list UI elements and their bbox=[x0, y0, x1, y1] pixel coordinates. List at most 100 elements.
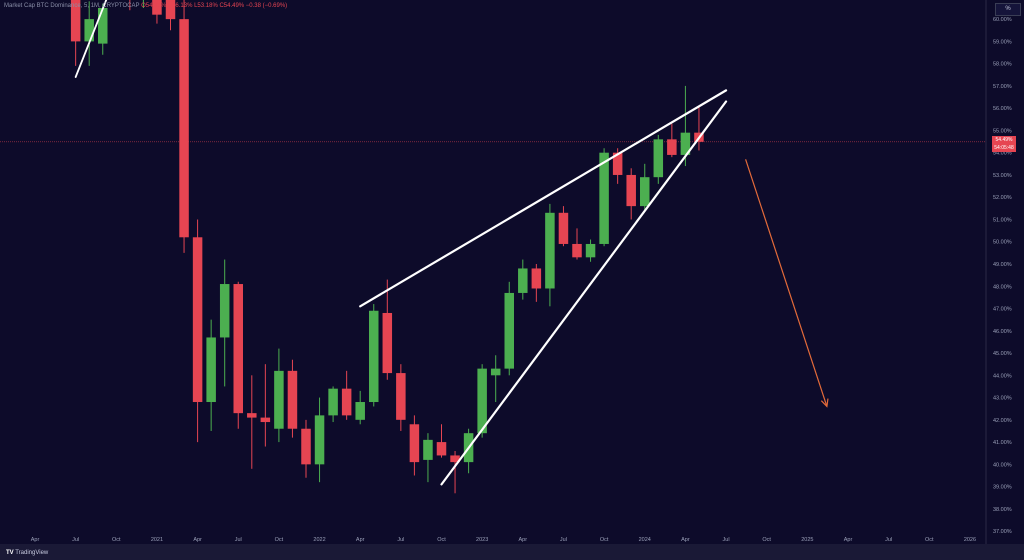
candle-body bbox=[585, 243, 596, 258]
candle-body bbox=[192, 237, 203, 403]
time-tick-label: 2023 bbox=[476, 537, 488, 543]
candle bbox=[206, 319, 216, 431]
candle bbox=[490, 355, 501, 403]
price-tick-label: 58.00% bbox=[993, 62, 1012, 68]
price-tick-label: 54.00% bbox=[993, 151, 1012, 157]
candle bbox=[450, 450, 460, 494]
candle-body bbox=[247, 413, 257, 418]
candle bbox=[165, 0, 176, 31]
candle-body bbox=[450, 455, 460, 463]
last-price-countdown: 54:05:48 bbox=[994, 145, 1014, 151]
candle-body bbox=[572, 243, 582, 258]
candle bbox=[409, 415, 420, 476]
price-tick-label: 52.00% bbox=[993, 195, 1012, 201]
time-tick-label: Oct bbox=[925, 537, 934, 543]
candle bbox=[477, 364, 487, 438]
candle-body bbox=[531, 268, 542, 289]
candle bbox=[680, 85, 691, 167]
candle bbox=[585, 239, 596, 262]
candle-body bbox=[314, 415, 325, 465]
candle bbox=[558, 206, 569, 247]
time-tick-label: Oct bbox=[762, 537, 771, 543]
candle bbox=[504, 281, 514, 376]
candle bbox=[531, 264, 542, 302]
candle bbox=[572, 228, 582, 260]
time-axis-bar bbox=[0, 544, 1024, 560]
candle bbox=[328, 386, 338, 423]
price-tick-label: 39.00% bbox=[993, 485, 1012, 491]
candle bbox=[152, 0, 162, 24]
candle-body bbox=[409, 424, 420, 463]
candle bbox=[436, 424, 447, 458]
time-tick-label: Apr bbox=[681, 537, 690, 543]
candle bbox=[518, 259, 528, 300]
candle bbox=[626, 168, 636, 220]
candle bbox=[98, 3, 108, 55]
time-tick-label: Jul bbox=[560, 537, 567, 543]
projection-arrow-head bbox=[820, 398, 829, 408]
time-tick-label: 2026 bbox=[964, 537, 976, 543]
candle-body bbox=[341, 388, 352, 416]
time-tick-label: Apr bbox=[519, 537, 528, 543]
candle-body bbox=[165, 0, 176, 20]
candle bbox=[192, 219, 203, 443]
candle-body bbox=[382, 312, 393, 374]
candle-body bbox=[504, 292, 514, 369]
candle-body bbox=[98, 8, 108, 44]
tradingview-logo[interactable]: TV TradingView bbox=[6, 550, 49, 556]
time-tick-label: Apr bbox=[193, 537, 202, 543]
ohlc-values: O54.87% H56.13% L53.18% C54.49% −0.38 (−… bbox=[141, 3, 288, 9]
candle-body bbox=[219, 284, 230, 338]
price-tick-label: 40.00% bbox=[993, 462, 1012, 468]
price-tick-label: 56.00% bbox=[993, 106, 1012, 112]
candle bbox=[653, 134, 664, 184]
candle-body bbox=[626, 174, 636, 207]
candle-body bbox=[545, 212, 555, 289]
price-tick-label: 51.00% bbox=[993, 217, 1012, 223]
price-tick-label: 50.00% bbox=[993, 240, 1012, 246]
price-axis-panel bbox=[986, 0, 1024, 544]
time-tick-label: Apr bbox=[31, 537, 40, 543]
candle bbox=[274, 348, 284, 443]
time-tick-label: Oct bbox=[275, 537, 284, 543]
symbol-label: Market Cap BTC Dominance, 5, 1M, CRYPTOC… bbox=[4, 3, 140, 9]
chart-header: Market Cap BTC Dominance, 5, 1M, CRYPTOC… bbox=[4, 3, 287, 9]
price-tick-label: 41.00% bbox=[993, 440, 1012, 446]
candle bbox=[396, 364, 406, 431]
candle-body bbox=[179, 19, 189, 238]
candle-body bbox=[355, 402, 365, 420]
time-tick-label: 2022 bbox=[313, 537, 325, 543]
early-trendline bbox=[74, 0, 108, 78]
candle-body bbox=[436, 442, 447, 456]
price-tick-label: 45.00% bbox=[993, 351, 1012, 357]
candle-body bbox=[680, 132, 691, 155]
price-tick-label: 48.00% bbox=[993, 284, 1012, 290]
candle-body bbox=[640, 177, 650, 207]
price-scale-mode-button[interactable]: % bbox=[995, 3, 1021, 16]
time-tick-label: Oct bbox=[600, 537, 609, 543]
wedge-lower-trendline bbox=[440, 100, 728, 486]
price-tick-label: 46.00% bbox=[993, 329, 1012, 335]
candle bbox=[70, 0, 81, 66]
wedge-upper-trendline bbox=[359, 89, 728, 308]
candle bbox=[247, 375, 257, 469]
time-tick-label: Oct bbox=[112, 537, 121, 543]
candle bbox=[667, 123, 677, 158]
time-tick-label: Jul bbox=[397, 537, 404, 543]
candle bbox=[355, 390, 365, 425]
price-tick-label: 47.00% bbox=[993, 307, 1012, 313]
candle-body bbox=[206, 337, 216, 403]
candle-body bbox=[518, 268, 528, 293]
price-tick-label: 57.00% bbox=[993, 84, 1012, 90]
candle bbox=[640, 163, 650, 211]
candle-body bbox=[274, 370, 284, 429]
candle bbox=[545, 203, 555, 307]
candle bbox=[599, 148, 609, 247]
candle-body bbox=[490, 368, 501, 376]
candle bbox=[341, 370, 352, 420]
price-tick-label: 43.00% bbox=[993, 396, 1012, 402]
candle-body bbox=[260, 417, 271, 423]
candle-body bbox=[84, 19, 94, 42]
